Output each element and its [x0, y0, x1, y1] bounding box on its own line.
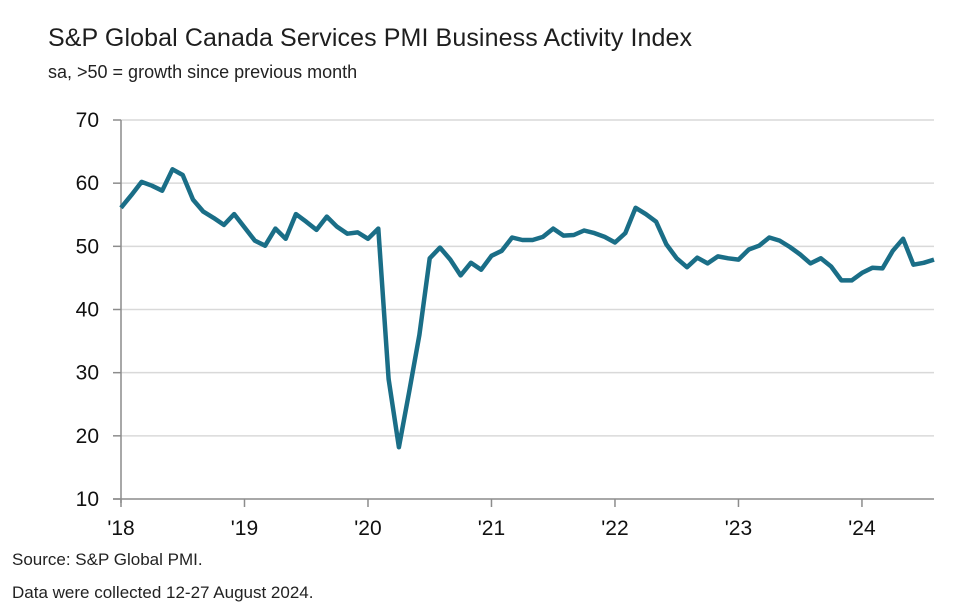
x-tick-label: '20 — [354, 517, 381, 540]
x-tick-label: '22 — [601, 517, 628, 540]
x-tick-label: '19 — [231, 517, 258, 540]
x-tick-label: '18 — [107, 517, 134, 540]
x-tick-label: '21 — [478, 517, 505, 540]
chart-subtitle: sa, >50 = growth since previous month — [48, 62, 358, 82]
y-tick-label: 60 — [76, 172, 99, 195]
collection-note: Data were collected 12-27 August 2024. — [12, 583, 314, 602]
x-tick-label: '24 — [848, 517, 876, 540]
y-tick-label: 40 — [76, 299, 99, 322]
y-tick-label: 20 — [76, 425, 99, 448]
y-tick-label: 10 — [76, 488, 99, 511]
y-tick-label: 70 — [76, 109, 99, 132]
source-note: Source: S&P Global PMI. — [12, 550, 203, 569]
series-layer — [119, 167, 935, 450]
y-tick-label: 30 — [76, 362, 99, 385]
y-tick-label: 50 — [76, 235, 99, 258]
x-axis: '18 '19 '20 '21 '22 '23 '24 — [107, 498, 934, 540]
series-line — [119, 167, 935, 450]
y-axis: 10 20 30 40 50 60 70 — [76, 109, 122, 511]
x-tick-label: '23 — [725, 517, 752, 540]
gridlines — [121, 119, 934, 437]
chart-title: S&P Global Canada Services PMI Business … — [48, 24, 693, 52]
